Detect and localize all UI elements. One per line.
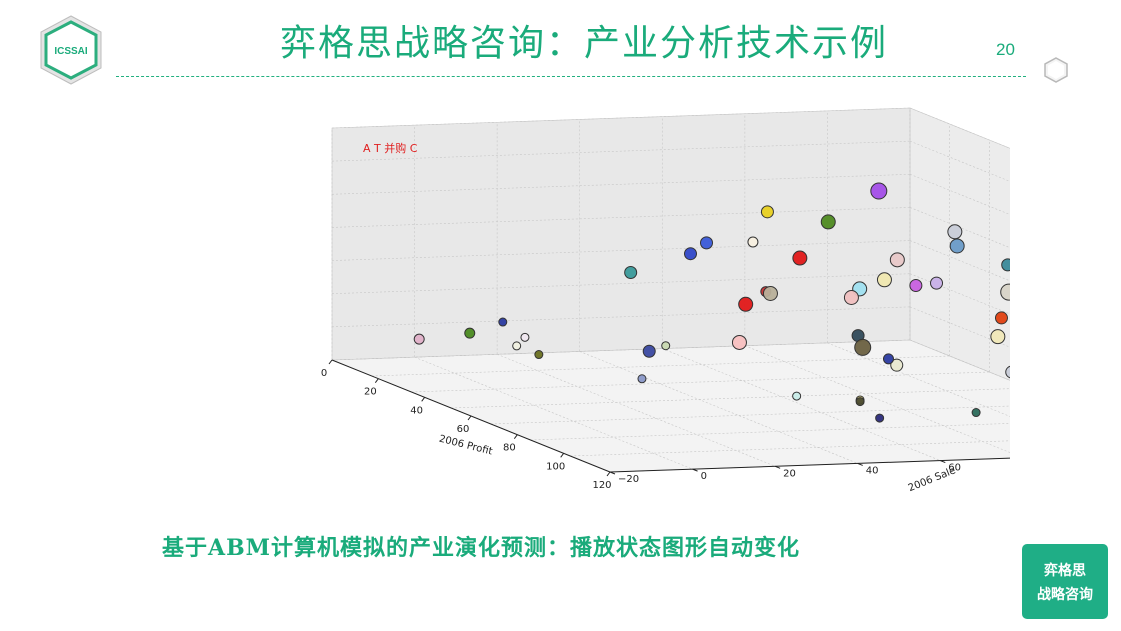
y-tick-label: 0 (701, 471, 707, 482)
data-point (684, 247, 697, 261)
page-number: 20 (996, 40, 1015, 59)
data-point (930, 276, 944, 290)
grid-line (331, 140, 911, 162)
grid-line (331, 339, 911, 361)
data-point (876, 272, 892, 288)
y-tick-label: 20 (783, 468, 796, 479)
data-point (747, 236, 759, 248)
y-tick-label: 40 (866, 465, 879, 476)
brand-badge: 弈格思 战略咨询 (1022, 544, 1108, 619)
grid-line (490, 403, 1069, 425)
data-point (642, 344, 656, 358)
x-tick-label: 40 (410, 405, 423, 416)
data-point (875, 413, 885, 423)
logo-text: ICSSAI (54, 46, 88, 57)
data-point (520, 332, 530, 342)
grid-line (662, 348, 941, 461)
data-point (498, 317, 508, 327)
x-tick-label: 80 (503, 443, 516, 454)
grid-line (744, 345, 1023, 458)
data-point (413, 333, 425, 345)
hexagon-ornament-icon (1044, 57, 1068, 83)
chart-caption: 基于ABM计算机模拟的产业演化预测：播放状态图形自动变化 (162, 535, 801, 561)
data-point (637, 374, 647, 384)
badge-line-2: 战略咨询 (1037, 585, 1093, 602)
data-point (843, 290, 859, 306)
grid-line (579, 351, 858, 464)
x-tick (374, 378, 379, 383)
x-tick (328, 359, 333, 365)
data-point (947, 224, 963, 240)
y-tick-label: −20 (618, 474, 639, 485)
data-point (870, 182, 888, 200)
grid-line (331, 273, 911, 295)
data-point (889, 252, 905, 268)
pane-floor (331, 339, 1121, 473)
data-point (994, 311, 1008, 325)
x-tick-label: 20 (364, 387, 377, 398)
pane-left (331, 107, 911, 361)
page-title: 弈格思战略咨询：产业分析技术示例 (280, 23, 889, 64)
chart-annotation: A T 并购 C (363, 141, 418, 155)
x-tick (513, 434, 518, 439)
y-tick (940, 460, 946, 464)
data-point (792, 250, 808, 266)
y-tick (857, 462, 863, 466)
data-point (971, 408, 981, 418)
data-point (890, 358, 904, 372)
x-tick-label: 0 (321, 368, 327, 379)
y-tick (774, 465, 781, 469)
data-point (731, 334, 747, 350)
data-point (792, 391, 802, 401)
data-point (464, 327, 476, 339)
data-point (909, 279, 923, 293)
y-tick (692, 468, 698, 472)
grid-line (331, 173, 911, 195)
x-tick (467, 415, 472, 421)
x-tick (560, 453, 565, 458)
x-tick-label: 100 (546, 461, 565, 472)
grid-line (497, 354, 776, 467)
grid-line (371, 355, 950, 377)
grid-line (451, 387, 1030, 409)
data-point (700, 236, 714, 250)
data-point (854, 338, 872, 356)
data-point (762, 285, 778, 301)
icssai-logo: ICSSAI (40, 15, 102, 85)
grid-line (414, 356, 693, 470)
data-point (990, 329, 1006, 345)
data-point (949, 238, 965, 254)
grid-line (331, 306, 911, 328)
y-tick-label: 60 (948, 463, 961, 474)
data-point (820, 214, 836, 230)
data-point (882, 353, 894, 365)
x-tick (606, 471, 611, 477)
grid-line (331, 240, 911, 261)
header-divider (116, 76, 1026, 77)
x-tick (421, 397, 426, 402)
data-point (738, 296, 754, 312)
data-point (624, 266, 638, 280)
badge-line-1: 弈格思 (1044, 561, 1086, 578)
grid-line (411, 371, 990, 393)
x-axis-label: 2006 Profit (438, 434, 494, 458)
chart-grid (331, 107, 1121, 473)
x-tick-label: 60 (457, 424, 470, 435)
x-tick-label: 120 (592, 480, 611, 491)
grid-line (331, 107, 911, 129)
data-point (534, 350, 544, 360)
chart-points (413, 182, 1108, 423)
data-point (512, 341, 522, 351)
data-point (760, 205, 774, 219)
grid-line (331, 207, 911, 228)
y-tick (609, 471, 616, 475)
data-point (661, 341, 671, 351)
y-axis-label: 2006 Sale (907, 465, 958, 494)
data-point (1001, 258, 1015, 272)
data-point (855, 397, 865, 407)
